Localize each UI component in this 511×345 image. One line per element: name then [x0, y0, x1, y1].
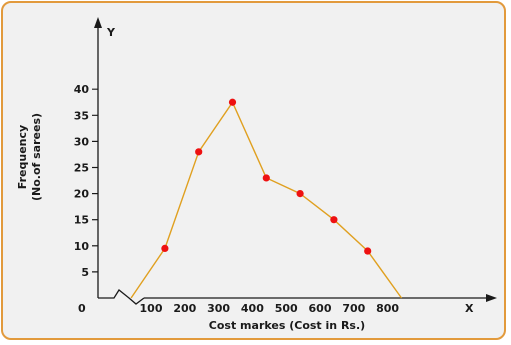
- x-tick-label: 500: [275, 302, 298, 315]
- y-tick-label: 35: [74, 109, 89, 122]
- x-tick-label: 600: [309, 302, 332, 315]
- x-axis-break-line: [98, 289, 145, 305]
- y-tick-label: 25: [74, 162, 89, 175]
- data-point-marker: [330, 216, 338, 224]
- y-tick-label: 10: [74, 240, 90, 253]
- y-axis-title-line-2: (No.of sarees): [30, 113, 43, 201]
- data-point-marker: [228, 98, 237, 106]
- x-tick-label: 200: [173, 302, 196, 315]
- x-axis-letter: X: [465, 302, 474, 315]
- y-tick-label: 30: [74, 135, 90, 148]
- y-tick-label: 40: [74, 83, 90, 96]
- x-tick-label: 700: [342, 302, 365, 315]
- x-axis-title: Cost markes (Cost in Rs.): [209, 319, 365, 332]
- data-point-marker: [364, 247, 372, 255]
- y-axis-letter: Y: [106, 26, 116, 39]
- x-tick-label: 800: [376, 302, 399, 315]
- data-point-marker: [262, 174, 270, 182]
- data-point-marker: [161, 244, 169, 253]
- origin-label: 0: [78, 302, 86, 315]
- data-point-marker: [296, 190, 304, 198]
- frequency-polygon-chart: Y X 0 Cost markes (Cost in Rs.) Frequenc…: [16, 17, 497, 332]
- y-axis-title-line-1: Frequency: [16, 125, 29, 189]
- y-tick-label: 20: [74, 188, 90, 201]
- frequency-polygon-line: [130, 100, 403, 299]
- chart-frame: Y X 0 Cost markes (Cost in Rs.) Frequenc…: [1, 1, 506, 340]
- y-axis-arrow: [94, 17, 102, 28]
- x-tick-label: 300: [207, 302, 230, 315]
- data-point-marker: [195, 148, 203, 156]
- y-tick-label: 5: [81, 266, 89, 279]
- y-tick-label: 15: [74, 214, 89, 227]
- x-axis-arrow: [486, 294, 497, 302]
- x-tick-label: 100: [140, 302, 163, 315]
- x-tick-label: 400: [241, 302, 264, 315]
